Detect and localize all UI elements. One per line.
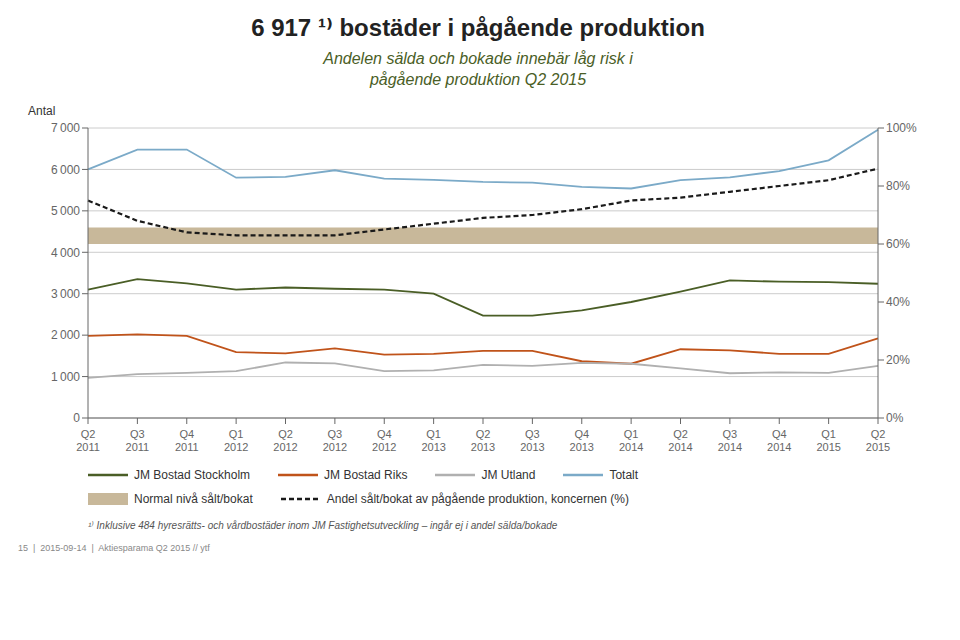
svg-text:Q42013: Q42013: [570, 428, 594, 453]
svg-text:Q42011: Q42011: [175, 428, 199, 453]
svg-text:6 000: 6 000: [51, 163, 80, 177]
svg-text:Q42014: Q42014: [767, 428, 791, 453]
html-text:15 | 2015-09-14 | Aktiesparama: 15 | 2015-09-14 | Aktiesparama Q2 2015 /…: [18, 543, 210, 553]
html-text:JM Bostad Stockholm: JM Bostad Stockholm: [134, 468, 250, 482]
svg-text:7 000: 7 000: [51, 121, 80, 135]
svg-text:Q22015: Q22015: [866, 428, 890, 453]
svg-text:20%: 20%: [886, 353, 910, 367]
svg-text:Q22012: Q22012: [273, 428, 297, 453]
html-text:Andelen sälda och bokade inneb: Andelen sälda och bokade innebär låg ris…: [323, 50, 633, 67]
html-text:JM Bostad Riks: JM Bostad Riks: [324, 468, 408, 482]
svg-text:40%: 40%: [886, 295, 910, 309]
svg-text:Q22014: Q22014: [668, 428, 692, 453]
svg-text:0: 0: [73, 411, 80, 425]
svg-text:Q12012: Q12012: [224, 428, 248, 453]
svg-text:Q32013: Q32013: [520, 428, 544, 453]
svg-text:0%: 0%: [886, 411, 904, 425]
svg-text:Q12013: Q12013: [421, 428, 445, 453]
svg-text:100%: 100%: [886, 121, 917, 135]
svg-text:2 000: 2 000: [51, 328, 80, 342]
svg-text:3 000: 3 000: [51, 287, 80, 301]
svg-text:60%: 60%: [886, 237, 910, 251]
svg-text:5 000: 5 000: [51, 204, 80, 218]
html-text:Normal nivå sålt/bokat: Normal nivå sålt/bokat: [134, 492, 253, 506]
svg-text:Q32012: Q32012: [323, 428, 347, 453]
svg-text:Q22013: Q22013: [471, 428, 495, 453]
svg-text:Q42012: Q42012: [372, 428, 396, 453]
svg-text:Q12015: Q12015: [816, 428, 840, 453]
html-text:6 917 ¹⁾ bostäder i pågående p: 6 917 ¹⁾ bostäder i pågående produktion: [251, 14, 705, 41]
html-text:¹⁾ Inklusive 484 hyresrätts- o: ¹⁾ Inklusive 484 hyresrätts- och vårdbos…: [88, 520, 558, 531]
svg-text:Q12014: Q12014: [619, 428, 643, 453]
svg-text:1 000: 1 000: [51, 370, 80, 384]
svg-text:4 000: 4 000: [51, 246, 80, 260]
svg-text:Q22011: Q22011: [76, 428, 100, 453]
html-text:JM Utland: JM Utland: [481, 468, 536, 482]
html-text:Totalt: Totalt: [609, 468, 639, 482]
svg-text:Q32014: Q32014: [718, 428, 742, 453]
html-text:pågående produktion Q2 2015: pågående produktion Q2 2015: [369, 71, 587, 88]
svg-text:80%: 80%: [886, 179, 910, 193]
html-text:Andel sålt/bokat av pågående p: Andel sålt/bokat av pågående produktion,…: [326, 492, 629, 506]
svg-text:Q32011: Q32011: [126, 428, 150, 453]
html-text:Antal: Antal: [28, 104, 56, 118]
